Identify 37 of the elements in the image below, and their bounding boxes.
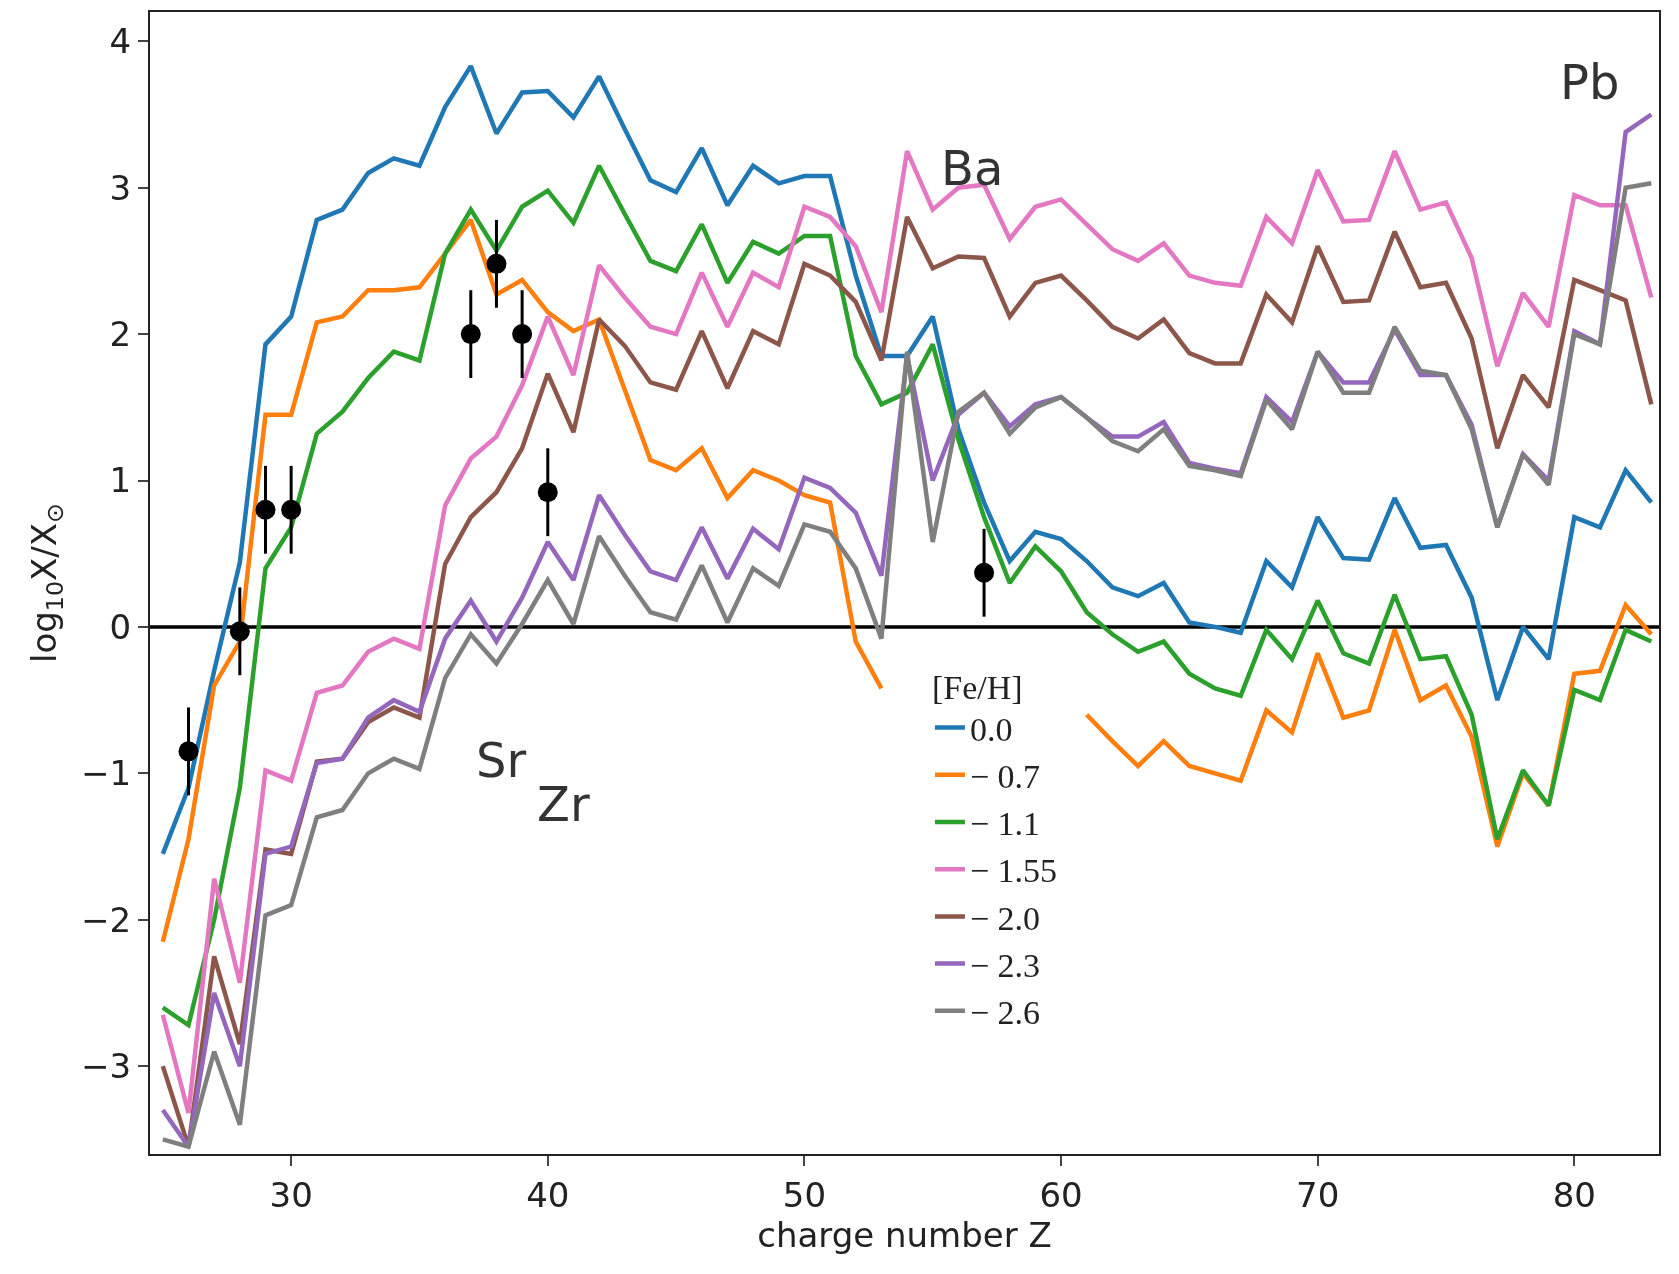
point — [281, 499, 302, 520]
legend-label: − 2.3 — [969, 946, 1041, 984]
annotation: Sr — [476, 732, 527, 788]
legend-label: − 1.55 — [969, 852, 1058, 890]
y-tick-label: 3 — [109, 167, 132, 208]
annotation: Ba — [941, 140, 1004, 196]
x-tick-label: 40 — [526, 1174, 570, 1215]
annotation: Pb — [1560, 54, 1620, 110]
y-tick-label: −1 — [81, 753, 132, 794]
legend-title: [Fe/H] — [931, 669, 1023, 706]
point — [512, 324, 533, 345]
legend-label: 0.0 — [969, 710, 1013, 748]
x-tick-label: 60 — [1039, 1174, 1083, 1215]
annotation: Zr — [537, 776, 590, 832]
y-tick-label: 0 — [109, 606, 132, 647]
legend-label: − 0.7 — [969, 758, 1041, 796]
x-tick-label: 50 — [782, 1174, 827, 1215]
legend-label: − 2.6 — [969, 994, 1041, 1032]
point — [178, 741, 199, 762]
line-series — [160, 63, 1654, 857]
point — [486, 253, 507, 274]
point — [537, 482, 558, 503]
x-axis-title: charge number Z — [757, 1214, 1052, 1255]
y-tick-label: 4 — [109, 21, 132, 62]
legend-label: − 1.1 — [969, 805, 1041, 843]
y-tick-label: −2 — [81, 899, 132, 940]
point — [974, 562, 995, 583]
y-tick-label: 2 — [109, 314, 132, 354]
x-tick-label: 30 — [269, 1174, 313, 1215]
y-tick-label: 1 — [109, 460, 132, 501]
y-tick-label: −3 — [81, 1046, 132, 1087]
point — [229, 621, 250, 642]
point — [460, 324, 481, 345]
x-tick-label: 80 — [1552, 1174, 1596, 1215]
x-tick-label: 70 — [1296, 1174, 1340, 1215]
legend-label: − 2.0 — [969, 899, 1041, 937]
point — [255, 499, 276, 520]
